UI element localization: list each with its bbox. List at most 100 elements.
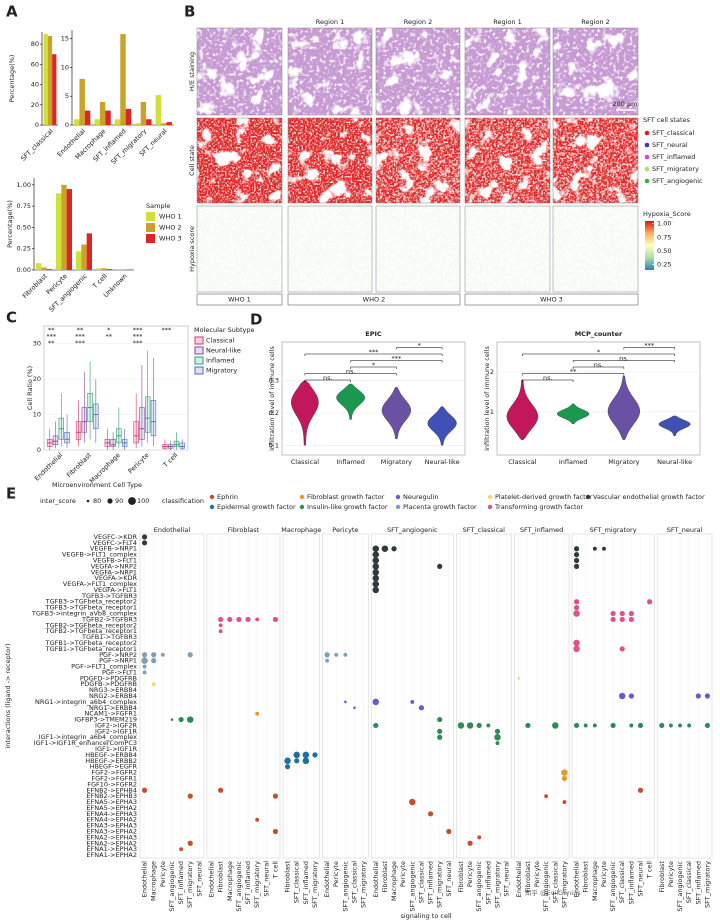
dot (476, 722, 482, 729)
x-tick-label: Endothelial (33, 451, 65, 483)
dot (141, 540, 148, 546)
box (93, 403, 99, 430)
legend-label: Migratory (206, 367, 237, 375)
legend-title: Sample (146, 202, 170, 210)
dot (151, 682, 156, 687)
row-label: PGF->NRP1 (99, 657, 137, 665)
x-tick-label: Pericyte (159, 861, 167, 887)
dot (372, 580, 380, 588)
x-tick-label: SFT_neural (637, 861, 645, 897)
dot (227, 616, 233, 623)
x-tick-label: Fibroblast (524, 861, 532, 893)
legend-label: Transforming growth factor (494, 503, 584, 511)
row-label: VEGFB->FLT1 (93, 557, 137, 565)
scale-bar-label: 200 µm (613, 100, 638, 108)
dot (293, 751, 300, 759)
bracket (304, 379, 351, 382)
facet-box (513, 533, 570, 859)
x-tick-label: SFT_migratory (186, 861, 194, 908)
row-label: HBEGF->ERBB4 (85, 751, 137, 759)
dot (255, 711, 260, 716)
dot (573, 599, 580, 605)
bar (140, 101, 147, 125)
dot (619, 616, 625, 623)
significance: *** (133, 333, 144, 341)
facet-title: Endothelial (154, 526, 191, 534)
row-label: EFNA4->EPHA3 (86, 810, 137, 818)
x-tick-label: Neural-like (657, 458, 692, 466)
x-tick-label: SFT_migratory (494, 861, 502, 908)
violin (556, 403, 590, 425)
legend-dot (395, 504, 401, 510)
legend-label: Platelet-derived growth factor (495, 493, 593, 501)
dot (410, 699, 415, 704)
x-tick-label: Migratory (608, 458, 639, 466)
image-frame (287, 117, 373, 204)
image-frame (464, 27, 551, 116)
dot (373, 722, 379, 729)
dot (592, 546, 597, 551)
bracket-label: ns. (619, 355, 629, 363)
dot (427, 811, 434, 817)
significance: *** (133, 326, 144, 334)
x-tick-label: SFT_migratory (703, 861, 711, 908)
bracket-label: ns. (323, 374, 333, 382)
legend-label: WHO 1 (159, 213, 182, 221)
row-label: H/E staining (188, 52, 196, 91)
x-tick-label: Pericyte (533, 861, 541, 887)
significance: ** (48, 326, 55, 334)
dot (573, 610, 580, 617)
dot (160, 652, 165, 657)
x-tick-label: SFT_classical (618, 861, 626, 903)
legend-label: SFT_angiogenic (652, 177, 703, 185)
y-tick-label: 80 (31, 40, 39, 48)
dot (302, 757, 310, 765)
y-tick-label: 0.2 (269, 409, 279, 417)
dot (302, 751, 310, 759)
y-tick-label: 2 (490, 368, 494, 376)
dot (544, 794, 549, 799)
x-tick-label: Macrophage (226, 861, 234, 901)
dot (272, 616, 279, 623)
dot (561, 775, 568, 782)
y-tick-label: 10 (33, 411, 41, 419)
x-tick-label: SFT_neural (445, 861, 453, 897)
group-box (287, 293, 461, 306)
x-tick-label: T cell (161, 451, 180, 470)
bar (52, 54, 57, 125)
legend-dot (585, 494, 591, 500)
bracket-label: ns. (594, 361, 604, 369)
legend-title: Molecular Subtype (194, 326, 255, 334)
bracket-label: ns. (346, 368, 356, 376)
row-label: VEGFA->FLT1 (94, 586, 137, 594)
x-tick-label: Pericyte (466, 861, 474, 887)
size-legend-label: 80 (93, 497, 101, 505)
x-tick-label: Endothelial (141, 861, 149, 898)
dot (418, 705, 425, 711)
dot (372, 569, 380, 576)
x-tick-label: SFT_inflamed (177, 861, 185, 904)
dot (151, 652, 157, 658)
x-tick-label: Endothelial (515, 861, 523, 898)
bracket-label: * (597, 348, 601, 356)
dot (284, 764, 291, 770)
x-tick-label: SFT_neural (195, 861, 203, 897)
x-tick-label: Pericyte (399, 861, 407, 887)
significance: ** (48, 339, 55, 347)
y-axis-label: Cell Ratio (%) (26, 366, 34, 410)
box (52, 435, 59, 445)
significance: ** (106, 333, 113, 341)
bracket-label: *** (392, 355, 403, 363)
legend-label: Neuregulin (403, 493, 439, 501)
dot (561, 769, 568, 776)
watermark: 知乎 @EvilGenius (525, 888, 581, 897)
bar (79, 78, 85, 125)
x-tick-label: Inflamed (559, 458, 588, 466)
image-texture (376, 206, 460, 292)
dot (312, 752, 318, 758)
legend-label: WHO 3 (159, 235, 182, 243)
x-tick-label: Pericyte (332, 861, 340, 887)
dot (255, 817, 260, 822)
row-label: VEGFA->FLT1_complex (63, 580, 137, 588)
legend-title: classification (162, 497, 204, 505)
